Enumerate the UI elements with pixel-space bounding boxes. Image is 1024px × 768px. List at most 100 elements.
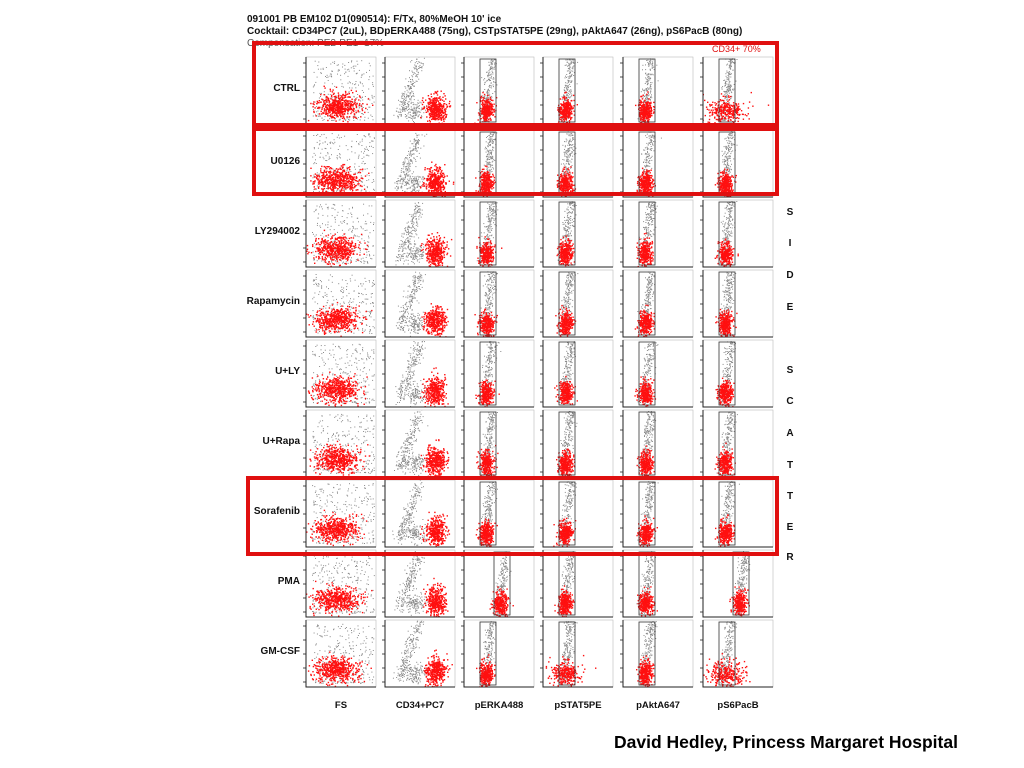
event-dots [306, 60, 375, 123]
side-scatter-letter: S [784, 365, 796, 376]
plot-axes [305, 340, 376, 408]
event-dots [475, 481, 498, 547]
event-dots [714, 201, 739, 267]
plot-axes [384, 620, 455, 688]
side-scatter-letter: S [784, 207, 796, 218]
event-dots [392, 620, 453, 687]
highlight-box-ctrl [252, 41, 779, 127]
event-dots [553, 481, 577, 547]
plot-axes [305, 620, 376, 688]
event-dots [489, 551, 514, 617]
plot-u-ly-pakta647 [620, 339, 694, 408]
row-label: U+Rapa [240, 436, 300, 447]
plot-axes [542, 340, 613, 408]
gate-region [558, 481, 576, 546]
gate-region [479, 621, 497, 686]
plot-u0126-pakta647 [620, 129, 694, 198]
gate-region [479, 341, 497, 406]
plot-frame [622, 199, 694, 268]
event-dots [636, 481, 659, 547]
plot-frame [542, 199, 614, 268]
event-dots [395, 202, 453, 267]
plot-axes [463, 480, 534, 548]
plot-u0126-ps6pacb [700, 129, 774, 198]
plot-sorafenib-perka488 [461, 479, 535, 548]
event-dots [714, 131, 738, 197]
plot-axes [622, 130, 693, 198]
event-dots [634, 341, 659, 407]
gate-region [718, 341, 736, 406]
plot-axes [542, 130, 613, 198]
event-dots [715, 341, 736, 407]
plot-axes [702, 550, 773, 618]
side-scatter-letter: D [784, 270, 796, 281]
plot-ly294002-perka488 [461, 199, 535, 268]
gate-region [638, 271, 656, 336]
event-dots [729, 551, 751, 617]
plot-frame [542, 269, 614, 338]
plot-u-ly-fs [303, 339, 377, 408]
gate-region [479, 271, 497, 336]
event-dots [309, 413, 375, 477]
event-dots [636, 201, 658, 267]
plot-u0126-perka488 [461, 129, 535, 198]
column-label: pAktA647 [618, 700, 698, 711]
plot-u-rapa-ps6pacb [700, 409, 774, 478]
event-dots [310, 133, 375, 196]
plot-axes [384, 480, 455, 548]
plot-sorafenib-pakta647 [620, 479, 694, 548]
event-dots [714, 481, 740, 547]
event-dots [306, 203, 375, 267]
event-dots [703, 58, 770, 124]
plot-axes [463, 550, 534, 618]
event-dots [394, 132, 455, 197]
side-scatter-letter: T [784, 460, 796, 471]
plot-axes [463, 200, 534, 268]
gate-region [638, 411, 656, 476]
gate-region [558, 271, 576, 336]
event-dots [394, 551, 449, 617]
plot-frame [702, 409, 774, 478]
header-line-1: 091001 PB EM102 D1(090514): F/Tx, 80%MeO… [247, 14, 501, 25]
event-dots [474, 271, 498, 337]
plot-rapamycin-pakta647 [620, 269, 694, 338]
plot-u0126-cd34-pc7 [382, 129, 456, 198]
side-scatter-letter: C [784, 396, 796, 407]
event-dots [475, 131, 498, 197]
event-dots [636, 131, 662, 197]
side-scatter-letter: T [784, 491, 796, 502]
plot-ctrl-fs [303, 56, 377, 125]
plot-frame [463, 199, 535, 268]
event-dots [476, 201, 503, 267]
plot-sorafenib-cd34-pc7 [382, 479, 456, 548]
gate-region [718, 201, 736, 266]
plot-axes [542, 480, 613, 548]
row-label: PMA [240, 576, 300, 587]
event-dots [545, 621, 597, 687]
plot-pma-ps6pacb [700, 549, 774, 618]
plot-axes [305, 130, 376, 198]
row-label: U0126 [240, 156, 300, 167]
gate-region [638, 201, 656, 266]
plot-pma-fs [303, 549, 377, 618]
column-label: CD34+PC7 [380, 700, 460, 711]
gate-region [638, 58, 656, 123]
plot-pma-pakta647 [620, 549, 694, 618]
plot-u-rapa-fs [303, 409, 377, 478]
plot-frame [542, 339, 614, 408]
plot-sorafenib-pstat5pe [540, 479, 614, 548]
plot-rapamycin-ps6pacb [700, 269, 774, 338]
event-dots [556, 201, 577, 267]
highlight-box-u0126 [252, 127, 779, 196]
plot-axes [542, 200, 613, 268]
event-dots [395, 271, 449, 337]
plot-frame [463, 409, 535, 478]
row-label: Sorafenib [240, 506, 300, 517]
event-dots [703, 621, 751, 687]
plot-sorafenib-ps6pacb [700, 479, 774, 548]
row-label: CTRL [240, 83, 300, 94]
plot-axes [542, 410, 613, 478]
plot-gm-csf-cd34-pc7 [382, 619, 456, 688]
plot-u-rapa-pstat5pe [540, 409, 614, 478]
